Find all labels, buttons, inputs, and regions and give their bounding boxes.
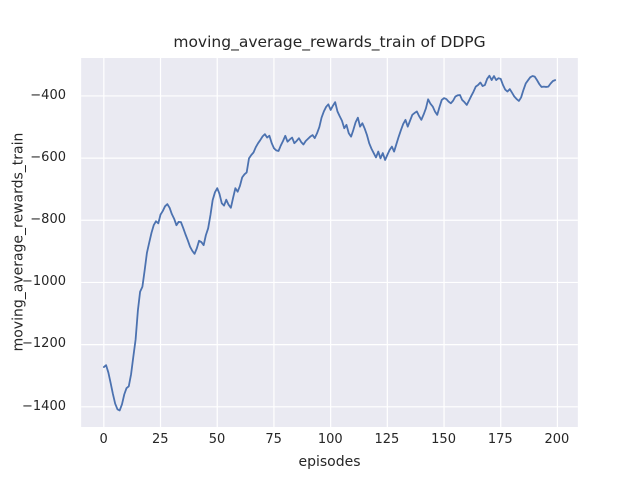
x-tick-label: 25: [152, 432, 169, 447]
y-tick-label: −800: [30, 212, 66, 228]
plot-background: [81, 58, 578, 427]
y-tick-label: −400: [30, 87, 66, 103]
x-tick-label: 150: [431, 432, 456, 447]
y-tick-label: −1200: [22, 336, 66, 352]
x-tick-label: 75: [265, 432, 282, 447]
chart-title: moving_average_rewards_train of DDPG: [173, 33, 486, 51]
x-tick-label: 0: [99, 432, 108, 447]
y-tick-label: −1000: [22, 274, 66, 290]
y-tick-label: −600: [30, 150, 66, 166]
x-tick-label: 50: [208, 432, 226, 447]
x-tick-label: 125: [374, 432, 400, 447]
plot-area: [81, 58, 578, 427]
y-tick-label: −1400: [22, 398, 66, 414]
x-tick-label: 100: [317, 432, 343, 447]
x-axis-label: episodes: [298, 454, 361, 470]
x-tick-label: 200: [544, 432, 570, 447]
ddpg-reward-line: [102, 74, 557, 412]
gridlines: [81, 58, 578, 427]
y-axis-label: moving_average_rewards_train: [10, 132, 26, 352]
x-tick-label: 175: [487, 432, 513, 447]
